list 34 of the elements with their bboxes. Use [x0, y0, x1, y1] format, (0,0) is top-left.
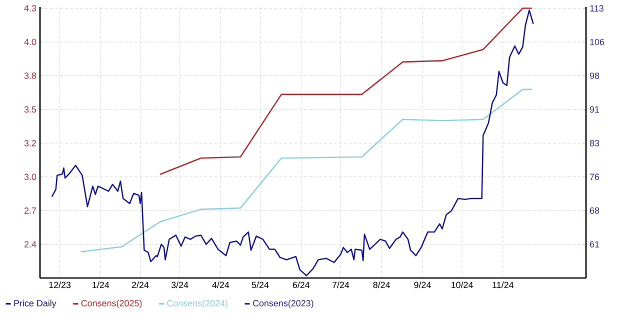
y-tick-label: 3.2 — [24, 140, 36, 146]
x-tick-label: 9/24 — [414, 282, 431, 288]
x-tick-label: 10/24 — [452, 282, 473, 288]
x-tick-label: 1/24 — [92, 282, 110, 288]
x-tick-label: 8/24 — [373, 282, 390, 288]
x-tick-label: 5/24 — [252, 282, 269, 288]
y2-tick-label: 76 — [590, 174, 600, 180]
x-tick-label: 12/23 — [49, 282, 71, 288]
legend-label: Consens(2025) — [81, 300, 142, 308]
x-tick-label: 2/24 — [132, 282, 149, 288]
y2-tick-label: 91 — [590, 106, 600, 113]
y2-tick-label: 113 — [590, 5, 604, 12]
x-tick-label: 7/24 — [332, 282, 350, 288]
y2-tick-label: 98 — [590, 72, 600, 79]
legend-label: Consens(2023) — [252, 300, 314, 308]
y-tick-label: 4.3 — [24, 5, 36, 12]
y-tick-label: 2.4 — [24, 241, 36, 248]
x-tick-label: 4/24 — [212, 282, 230, 288]
legend-label: Price Daily — [14, 300, 56, 308]
y2-tick-label: 83 — [590, 140, 600, 146]
legend-label: Consens(2024) — [167, 300, 228, 308]
y-tick-label: 3.8 — [24, 72, 36, 79]
y2-tick-label: 61 — [590, 241, 600, 248]
y-tick-label: 3.5 — [24, 106, 36, 113]
y-tick-label: 2.7 — [24, 207, 36, 214]
y-tick-label: 4.0 — [24, 38, 36, 46]
x-tick-label: 11/24 — [492, 282, 514, 288]
line-series — [80, 88, 533, 252]
line-series — [159, 8, 533, 175]
y-tick-label: 3.0 — [24, 174, 36, 180]
x-tick-label: 6/24 — [292, 282, 310, 288]
x-tick-label: 3/24 — [171, 282, 188, 288]
y2-tick-label: 106 — [590, 38, 604, 46]
y2-tick-label: 68 — [590, 207, 600, 214]
